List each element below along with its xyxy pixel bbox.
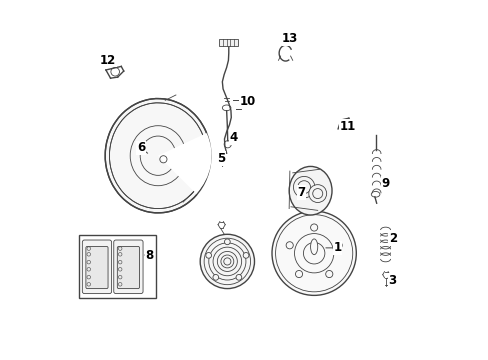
- Text: 2: 2: [388, 233, 396, 246]
- Text: 6: 6: [137, 141, 145, 154]
- Bar: [80, 235, 156, 298]
- Text: 11: 11: [339, 120, 355, 133]
- FancyBboxPatch shape: [114, 240, 143, 294]
- Text: 13: 13: [282, 32, 298, 45]
- Circle shape: [224, 239, 230, 245]
- Circle shape: [293, 176, 314, 198]
- Circle shape: [205, 252, 211, 258]
- Circle shape: [271, 211, 356, 296]
- Circle shape: [200, 234, 254, 289]
- FancyBboxPatch shape: [117, 247, 139, 289]
- Circle shape: [212, 274, 218, 280]
- Text: 3: 3: [388, 274, 396, 287]
- Text: 1: 1: [333, 241, 341, 255]
- Circle shape: [243, 252, 248, 258]
- Wedge shape: [158, 133, 211, 194]
- Text: 5: 5: [217, 152, 225, 165]
- Ellipse shape: [310, 239, 317, 255]
- Text: 7: 7: [297, 186, 305, 199]
- Text: 10: 10: [240, 95, 256, 108]
- Ellipse shape: [288, 166, 331, 215]
- Circle shape: [308, 185, 326, 203]
- Text: 4: 4: [229, 131, 238, 144]
- Text: 9: 9: [381, 177, 389, 190]
- FancyBboxPatch shape: [86, 247, 108, 289]
- FancyBboxPatch shape: [82, 240, 111, 294]
- Bar: [219, 39, 238, 46]
- Text: 12: 12: [100, 54, 116, 67]
- Circle shape: [236, 274, 241, 280]
- Text: 8: 8: [145, 248, 154, 261]
- Ellipse shape: [105, 99, 210, 213]
